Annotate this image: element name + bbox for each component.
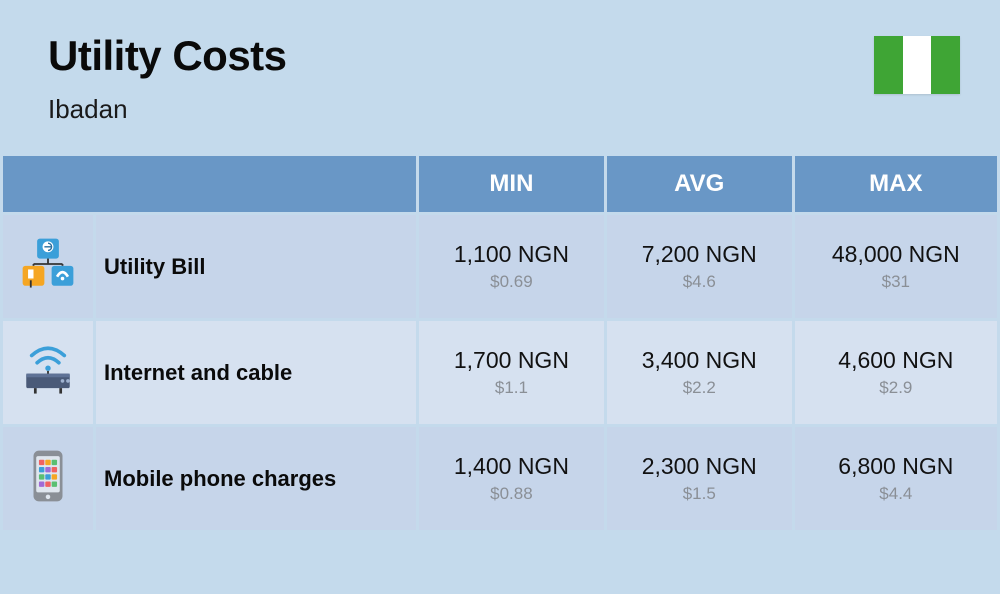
table-header-row: MIN AVG MAX [3,156,997,212]
value-secondary: $4.6 [617,272,782,292]
value-cell: 7,200 NGN $4.6 [607,215,792,318]
header: Utility Costs Ibadan [0,0,1000,153]
value-secondary: $1.5 [617,484,782,504]
country-flag-icon [874,36,960,94]
value-secondary: $2.2 [617,378,782,398]
value-secondary: $2.9 [805,378,987,398]
header-empty [3,156,416,212]
row-label: Internet and cable [96,321,416,424]
value-primary: 3,400 NGN [617,347,782,374]
costs-table-wrap: MIN AVG MAX Utility Bill 1,100 NGN $0.69 7,… [0,153,1000,533]
row-label: Mobile phone charges [96,427,416,530]
value-secondary: $0.69 [429,272,594,292]
value-primary: 6,800 NGN [805,453,987,480]
value-primary: 1,700 NGN [429,347,594,374]
value-cell: 1,100 NGN $0.69 [419,215,604,318]
value-cell: 48,000 NGN $31 [795,215,997,318]
col-min: MIN [419,156,604,212]
costs-table: MIN AVG MAX Utility Bill 1,100 NGN $0.69 7,… [0,153,1000,533]
page-subtitle: Ibadan [48,94,287,125]
value-cell: 4,600 NGN $2.9 [795,321,997,424]
table-row: Utility Bill 1,100 NGN $0.69 7,200 NGN $4.6 4… [3,215,997,318]
value-cell: 3,400 NGN $2.2 [607,321,792,424]
value-primary: 1,400 NGN [429,453,594,480]
table-row: Internet and cable 1,700 NGN $1.1 3,400 NGN… [3,321,997,424]
flag-stripe [903,36,932,94]
table-row: Mobile phone charges 1,400 NGN $0.88 2,300 … [3,427,997,530]
value-cell: 1,700 NGN $1.1 [419,321,604,424]
mobile-icon [3,427,93,530]
value-primary: 4,600 NGN [805,347,987,374]
value-primary: 1,100 NGN [429,241,594,268]
value-primary: 2,300 NGN [617,453,782,480]
internet-icon [3,321,93,424]
utility-icon [3,215,93,318]
value-cell: 6,800 NGN $4.4 [795,427,997,530]
value-secondary: $0.88 [429,484,594,504]
value-cell: 2,300 NGN $1.5 [607,427,792,530]
col-max: MAX [795,156,997,212]
flag-stripe [931,36,960,94]
row-label: Utility Bill [96,215,416,318]
value-secondary: $4.4 [805,484,987,504]
value-primary: 48,000 NGN [805,241,987,268]
value-secondary: $1.1 [429,378,594,398]
page-title: Utility Costs [48,32,287,80]
title-block: Utility Costs Ibadan [48,32,287,125]
flag-stripe [874,36,903,94]
value-secondary: $31 [805,272,987,292]
col-avg: AVG [607,156,792,212]
value-primary: 7,200 NGN [617,241,782,268]
value-cell: 1,400 NGN $0.88 [419,427,604,530]
